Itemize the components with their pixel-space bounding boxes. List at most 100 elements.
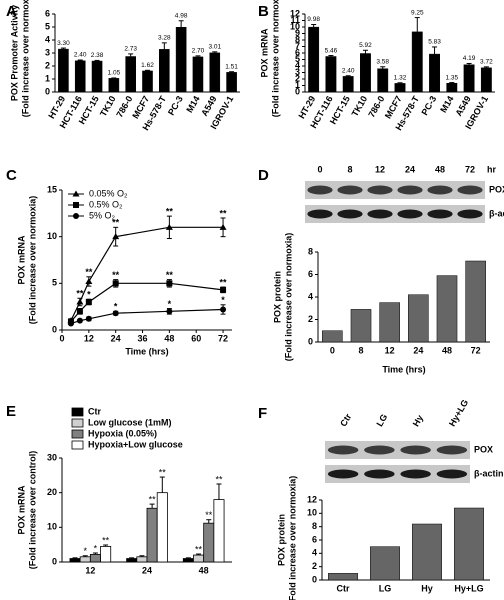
bar <box>350 309 372 343</box>
bar <box>182 558 194 563</box>
significance: * <box>94 543 98 553</box>
blot-lane-label: Hy <box>411 413 425 428</box>
value-label: 3.28 <box>158 35 171 42</box>
blot-row-label: POX <box>489 184 504 194</box>
y-axis-label: (Fold increase over normoxia) <box>20 0 30 117</box>
blot-band <box>337 185 363 195</box>
panel-label: B <box>258 3 269 20</box>
blot-band <box>397 209 423 219</box>
legend-label: Low glucose (1mM) <box>88 417 172 427</box>
significance: ** <box>205 510 213 520</box>
y-tick-label: 10 <box>307 508 317 518</box>
bar <box>192 56 204 93</box>
significance: ** <box>220 208 228 218</box>
y-axis-label: (Fold increase over normoxia) <box>27 196 37 325</box>
legend-swatch <box>71 429 84 439</box>
bar <box>100 546 112 563</box>
point <box>85 299 92 305</box>
y-axis-label: (Fold increase over normoxia) <box>270 0 280 117</box>
blot-band <box>427 185 453 195</box>
y-tick-label: 0 <box>52 556 57 566</box>
x-tick-label: 48 <box>164 333 174 343</box>
x-tick-label: Hy <box>421 583 433 593</box>
significance: * <box>87 290 91 300</box>
legend-label: 0.05% O₂ <box>89 188 128 198</box>
x-tick-label: 12 <box>84 333 94 343</box>
y-tick-label: 4 <box>308 291 313 301</box>
bar <box>379 302 400 343</box>
bar <box>175 27 187 93</box>
bar <box>209 52 221 93</box>
x-tick-label: M14 <box>438 94 455 114</box>
x-tick-label: PC-3 <box>166 94 185 117</box>
panel-label: D <box>258 167 269 184</box>
significance: ** <box>215 474 223 484</box>
significance: ** <box>102 535 110 545</box>
y-tick-label: 8 <box>295 34 300 44</box>
legend-label: Ctr <box>88 406 101 416</box>
point <box>85 277 93 284</box>
bar <box>69 558 81 563</box>
panel-label: A <box>6 3 17 20</box>
bar <box>108 78 120 93</box>
bar <box>411 31 423 93</box>
y-axis-label: POX mRNA <box>259 28 269 78</box>
x-tick-label: 36 <box>138 333 148 343</box>
bar <box>412 523 442 581</box>
y-tick-label: 6 <box>312 534 317 544</box>
value-label: 9.25 <box>411 9 424 16</box>
x-tick-label: 72 <box>218 333 228 343</box>
bar <box>226 72 237 93</box>
y-tick-label: 9 <box>295 28 300 38</box>
y-axis-label: (Fold increase over normoxia) <box>283 233 293 362</box>
blot-band <box>457 209 483 219</box>
value-label: 1.51 <box>225 63 238 70</box>
y-tick-label: 20 <box>47 487 57 497</box>
x-tick-label: 0 <box>330 345 335 355</box>
y-tick-label: 6 <box>295 47 300 57</box>
bar <box>136 556 148 563</box>
value-label: 3.01 <box>208 44 221 51</box>
y-tick-label: 4 <box>295 60 300 70</box>
legend-label: Hypoxia+Low glucose <box>88 439 183 449</box>
significance: ** <box>85 267 93 277</box>
point <box>165 223 173 230</box>
bar <box>463 64 475 93</box>
value-label: 3.30 <box>57 40 70 47</box>
series-line <box>70 308 224 325</box>
y-axis-label: (Fold increase over control) <box>27 451 37 570</box>
blot-band <box>337 209 363 219</box>
value-label: 5.83 <box>428 39 441 46</box>
significance: ** <box>112 218 120 228</box>
value-label: 4.98 <box>175 12 188 19</box>
bar <box>480 67 492 93</box>
y-tick-label: 30 <box>47 452 57 462</box>
point <box>220 306 227 313</box>
point <box>67 320 74 327</box>
legend-label: 0.5% O₂ <box>89 199 123 209</box>
blot-lane-label: Hy+LG <box>447 398 470 428</box>
value-label: 1.05 <box>108 70 121 77</box>
y-tick-label: 8 <box>308 246 313 256</box>
bar <box>342 76 354 93</box>
blot-lane-label: 8 <box>347 164 352 174</box>
blot-band <box>397 185 423 195</box>
y-tick-label: 1 <box>295 80 300 90</box>
x-tick-label: 0 <box>59 333 64 343</box>
bar <box>308 26 320 93</box>
bar <box>322 330 343 343</box>
point <box>112 280 119 287</box>
blot-band <box>400 445 431 455</box>
value-label: 2.70 <box>192 48 205 55</box>
blot-band <box>307 209 333 219</box>
significance: ** <box>166 270 174 280</box>
point <box>166 308 173 315</box>
point <box>220 286 227 293</box>
value-label: 4.19 <box>463 55 476 62</box>
legend-marker <box>73 202 79 208</box>
bar <box>125 56 136 93</box>
y-tick-label: 6 <box>45 8 50 18</box>
value-label: 2.38 <box>91 52 104 59</box>
y-axis-label: POX mRNA <box>16 485 26 535</box>
y-tick-label: 0 <box>45 86 50 96</box>
